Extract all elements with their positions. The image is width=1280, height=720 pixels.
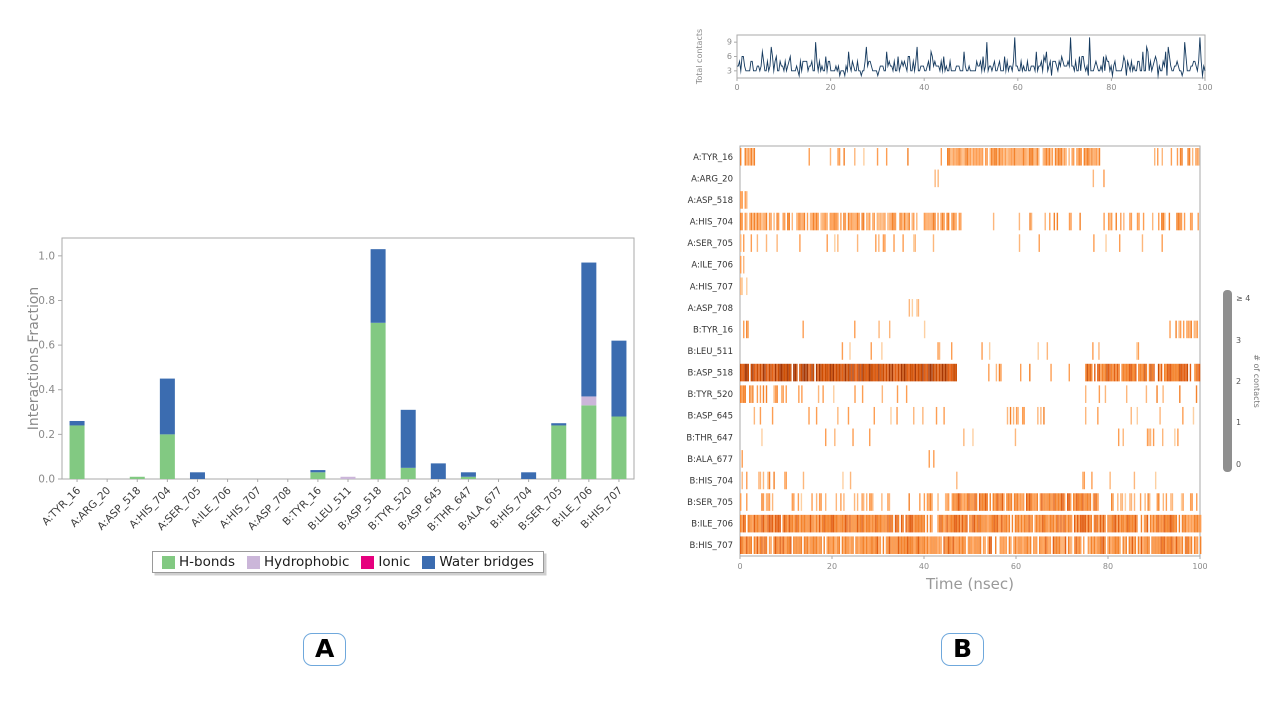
svg-text:Interactions Fraction: Interactions Fraction [26, 287, 42, 431]
legend-swatch [162, 555, 175, 569]
legend-label: Hydrophobic [264, 554, 350, 570]
svg-text:0.8: 0.8 [38, 295, 55, 307]
legend-label: Ionic [378, 554, 411, 570]
legend-item-ionic: Ionic [361, 554, 410, 570]
contacts-heatmap-chart [680, 138, 1280, 598]
svg-text:1.0: 1.0 [38, 250, 55, 262]
total-contacts-line-chart [690, 22, 1235, 122]
legend-label: Water bridges [439, 554, 534, 570]
svg-text:0.6: 0.6 [38, 340, 55, 352]
legend-swatch [361, 555, 375, 569]
chart-legend: H-bonds Hydrophobic Ionic Water bridges [152, 551, 544, 573]
legend-swatch [247, 555, 261, 569]
legend-item-hydrophobic: Hydrophobic [247, 554, 349, 570]
svg-text:0.2: 0.2 [38, 429, 55, 441]
legend-swatch [422, 555, 436, 569]
svg-text:0.4: 0.4 [38, 384, 55, 396]
legend-item-h-bonds: H-bonds [162, 554, 235, 570]
panel-label-b: B [941, 633, 985, 666]
svg-text:0.0: 0.0 [38, 474, 55, 486]
legend-item-water-bridges: Water bridges [422, 554, 534, 570]
legend-label: H-bonds [179, 554, 236, 570]
panel-label-a: A [303, 633, 347, 666]
